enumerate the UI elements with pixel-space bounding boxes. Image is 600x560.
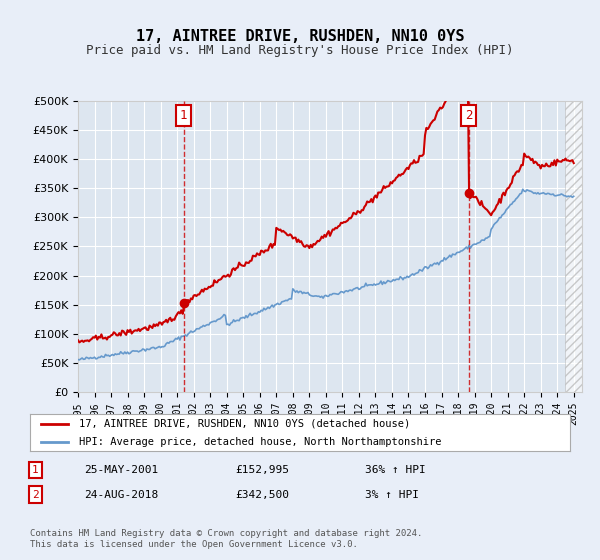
Text: 25-MAY-2001: 25-MAY-2001 (84, 465, 158, 475)
Text: 36% ↑ HPI: 36% ↑ HPI (365, 465, 425, 475)
Text: 2: 2 (465, 109, 473, 122)
Bar (565, 101, 582, 392)
Text: 2: 2 (32, 490, 39, 500)
Text: 3% ↑ HPI: 3% ↑ HPI (365, 490, 419, 500)
Text: 1: 1 (180, 109, 188, 122)
Text: Price paid vs. HM Land Registry's House Price Index (HPI): Price paid vs. HM Land Registry's House … (86, 44, 514, 57)
Text: 17, AINTREE DRIVE, RUSHDEN, NN10 0YS: 17, AINTREE DRIVE, RUSHDEN, NN10 0YS (136, 29, 464, 44)
Text: 1: 1 (32, 465, 39, 475)
Text: 17, AINTREE DRIVE, RUSHDEN, NN10 0YS (detached house): 17, AINTREE DRIVE, RUSHDEN, NN10 0YS (de… (79, 418, 410, 428)
Text: HPI: Average price, detached house, North Northamptonshire: HPI: Average price, detached house, Nort… (79, 437, 441, 447)
Text: £152,995: £152,995 (235, 465, 289, 475)
Text: £342,500: £342,500 (235, 490, 289, 500)
Text: Contains HM Land Registry data © Crown copyright and database right 2024.
This d: Contains HM Land Registry data © Crown c… (30, 529, 422, 549)
Text: 24-AUG-2018: 24-AUG-2018 (84, 490, 158, 500)
